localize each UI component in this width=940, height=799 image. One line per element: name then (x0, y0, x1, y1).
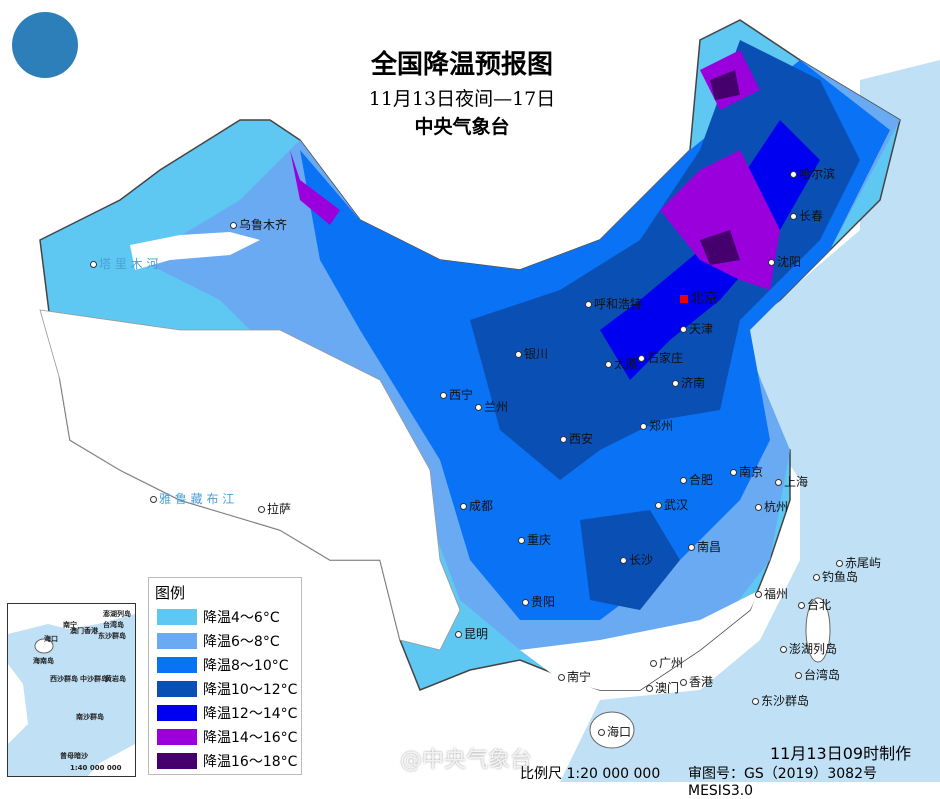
legend-swatch (157, 657, 197, 673)
legend-label: 降温10～12°C (203, 682, 298, 698)
inset-label: 台湾岛 (103, 621, 124, 629)
island-label: 东沙群岛 (752, 692, 809, 709)
legend-swatch (157, 705, 197, 721)
city-label: 银川 (515, 345, 548, 362)
map-title: 全国降温预报图 (370, 50, 553, 80)
inset-label: 海南岛 (33, 657, 54, 665)
inset-label: 黄岩岛 (105, 675, 126, 683)
city-label: 长春 (790, 207, 823, 224)
city-label: 南京 (730, 463, 763, 480)
city-label: 南宁 (558, 668, 591, 685)
legend-label: 降温6～8°C (203, 634, 280, 650)
legend-item: 降温8～10°C (157, 653, 301, 677)
inset-label: 西沙群岛 (50, 675, 78, 683)
city-label: 贵阳 (522, 593, 555, 610)
inset-label: 中沙群岛 (80, 675, 108, 683)
legend-swatch (157, 609, 197, 625)
city-label: 兰州 (475, 398, 508, 415)
city-label: 武汉 (655, 496, 688, 513)
legend-item: 降温4～6°C (157, 605, 301, 629)
city-label: 北京 (680, 288, 718, 308)
city-label: 西安 (560, 430, 593, 447)
city-label: 石家庄 (638, 349, 683, 366)
map-issuer: 中央气象台 (414, 116, 510, 138)
legend-swatch (157, 633, 197, 649)
legend-label: 降温14～16°C (203, 730, 298, 746)
city-label: 西宁 (440, 386, 473, 403)
cooling-map (39, 19, 940, 782)
inset-label: 海口 (44, 635, 58, 643)
approval-number: 审图号：GS（2019）3082号 MESIS3.0 (688, 766, 877, 799)
city-label: 济南 (672, 374, 705, 391)
river-label: 塔 里 木 河 (90, 255, 158, 272)
city-label: 上海 (775, 473, 808, 490)
legend-item: 降温16～18°C (157, 749, 301, 773)
inset-label: 东沙群岛 (98, 632, 126, 640)
south-coast-zone (520, 590, 760, 690)
city-label: 昆明 (455, 625, 488, 642)
legend-swatch (157, 753, 197, 769)
legend-swatch (157, 729, 197, 745)
island-label: 钓鱼岛 (813, 568, 858, 585)
city-label: 天津 (680, 320, 713, 337)
city-label: 广州 (650, 654, 683, 671)
city-label: 长沙 (620, 551, 653, 568)
inset-label: 曾母暗沙 (60, 752, 88, 760)
legend-item: 降温10～12°C (157, 677, 301, 701)
city-label: 南昌 (688, 538, 721, 555)
city-label: 哈尔滨 (790, 165, 835, 182)
legend-item: 降温6～8°C (157, 629, 301, 653)
island-label: 澎湖列岛 (780, 640, 837, 657)
inset-label: 香港 (84, 627, 98, 635)
inset-label: 澳门 (70, 627, 84, 635)
legend-swatch (157, 681, 197, 697)
cma-logo (12, 12, 78, 78)
inset-label: 南宁 (63, 621, 77, 629)
river-tarim-band (130, 232, 260, 270)
scale-text: 比例尺 1:20 000 000 (520, 766, 661, 782)
city-label: 杭州 (755, 498, 788, 515)
sea (560, 60, 940, 782)
legend-label: 降温12～14°C (203, 706, 298, 722)
legend-item: 降温12～14°C (157, 701, 301, 725)
island-label: 赤尾屿 (836, 554, 881, 571)
city-label: 合肥 (680, 471, 713, 488)
city-label: 郑州 (640, 417, 673, 434)
island-label: 台湾岛 (795, 666, 840, 683)
legend-label: 降温16～18°C (203, 754, 298, 770)
tibet-low-zone (39, 309, 461, 651)
city-label: 呼和浩特 (585, 295, 642, 312)
legend-label: 降温8～10°C (203, 658, 289, 674)
city-label: 香港 (680, 673, 713, 690)
city-label: 拉萨 (258, 500, 291, 517)
city-label: 乌鲁木齐 (230, 216, 287, 233)
inset-scale: 1:40 000 000 (70, 764, 122, 772)
city-label: 海口 (598, 723, 631, 740)
river-label: 雅 鲁 藏 布 江 (150, 490, 234, 507)
legend: 图例 降温4～6°C 降温6～8°C 降温8～10°C 降温10～12°C 降温12～1… (148, 577, 302, 775)
south-china-sea-inset: 澎湖列岛台湾岛东沙群岛 南宁 澳门 香港海口海南岛西沙群岛 中沙群岛 黄岩岛南沙群岛曾母暗… (7, 603, 136, 777)
city-label: 太原 (605, 355, 638, 372)
city-label: 台北 (798, 596, 831, 613)
legend-title: 图例 (155, 584, 186, 602)
legend-item: 降温14～16°C (157, 725, 301, 749)
city-label: 沈阳 (768, 253, 801, 270)
city-label: 成都 (460, 497, 493, 514)
inset-label: 南沙群岛 (76, 713, 104, 721)
legend-label: 降温4～6°C (203, 610, 280, 626)
city-label: 澳门 (646, 679, 679, 696)
map-period: 11月13日夜间—17日 (368, 88, 556, 110)
made-time: 11月13日09时制作 (770, 744, 912, 763)
city-label: 重庆 (518, 531, 551, 548)
watermark: @中央气象台 (400, 748, 533, 773)
zone-16-18 (700, 70, 740, 265)
inset-label: 澎湖列岛 (103, 610, 131, 618)
city-label: 福州 (755, 585, 788, 602)
